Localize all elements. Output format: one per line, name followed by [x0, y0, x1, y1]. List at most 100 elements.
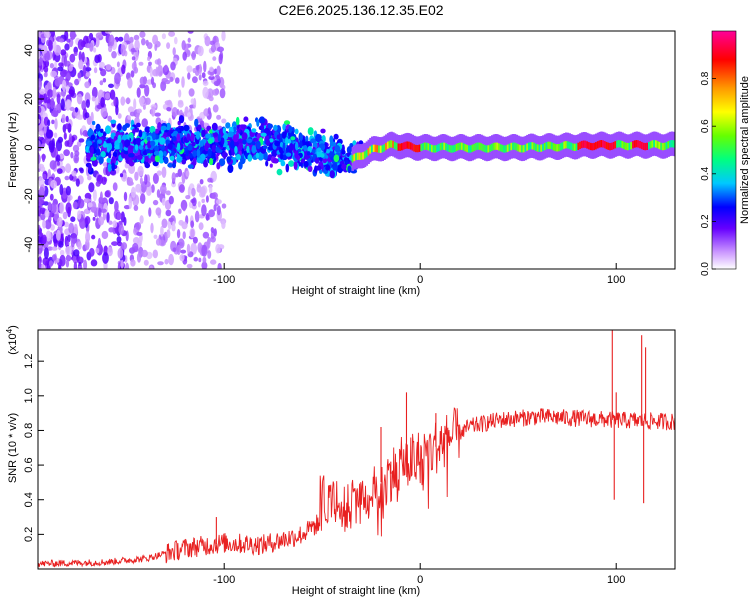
spectrogram-cell — [192, 76, 198, 84]
spectrogram-cell — [176, 244, 181, 255]
spectrogram-cell — [132, 128, 136, 135]
snr-x-label: Height of straight line (km) — [292, 585, 420, 597]
spectrogram-cell — [81, 51, 85, 63]
spectrogram-cell — [632, 141, 635, 149]
spectrogram-cell — [369, 146, 372, 154]
spectrogram-cell — [38, 106, 42, 114]
spectrogram-cell — [108, 83, 114, 89]
spectrogram-cell — [441, 142, 444, 150]
spectrogram-cell — [213, 68, 218, 75]
spectrogram-cell — [64, 123, 70, 130]
spectrogram-cell — [161, 218, 168, 229]
spectrogram-cell — [360, 152, 363, 160]
spectrogram-cell — [64, 140, 70, 147]
spectrogram-cell — [181, 76, 185, 88]
spectrogram-cell — [132, 242, 139, 253]
spectrogram-cell — [192, 150, 198, 157]
spectrogram-cell — [65, 202, 72, 214]
spectrogram-cell — [572, 143, 575, 151]
spectrogram-cell — [85, 72, 91, 77]
y-tick-label: 20 — [23, 93, 35, 105]
spectrogram-cell — [150, 222, 154, 234]
spectrogram-cell — [260, 122, 264, 130]
spectrogram-cell — [528, 142, 531, 150]
spectrogram-cell — [91, 234, 96, 240]
spectrogram-cell — [117, 134, 122, 144]
spectrogram-cell — [303, 145, 308, 152]
spectrogram-cell — [144, 174, 148, 185]
spectrogram-cell — [129, 111, 136, 117]
spectrogram-cell — [172, 135, 177, 142]
spectrogram-cell — [508, 143, 511, 151]
spectrogram-cell — [165, 209, 172, 217]
spectrogram-cell — [210, 227, 215, 233]
spectrogram-cell — [285, 137, 289, 146]
spectrogram-cell — [117, 123, 122, 131]
spectrogram-cell — [245, 138, 253, 144]
spectrogram-cell — [478, 142, 481, 150]
spectrogram-cell — [95, 123, 101, 132]
spectrogram-cell — [241, 132, 248, 141]
spectrogram-cell — [44, 209, 50, 218]
spectrogram-cell — [106, 138, 112, 144]
spectrogram-cell — [212, 56, 217, 61]
spectrogram-cell — [91, 120, 96, 126]
spectrogram-cell — [65, 115, 69, 123]
spectrogram-cell — [124, 139, 131, 148]
spectrogram-cell — [221, 220, 226, 230]
spectrogram-cell — [282, 142, 286, 152]
spectrogram-cell — [175, 77, 180, 84]
spectrogram-cell — [176, 109, 180, 116]
spectrogram-cell — [371, 145, 374, 153]
spectrogram-cell — [341, 149, 346, 155]
spectrogram-cell — [146, 136, 151, 142]
spectrogram-cell — [195, 130, 200, 140]
spectrogram-cell — [135, 137, 142, 146]
spectrogram-cell — [550, 142, 554, 150]
spectrogram-cell — [136, 113, 140, 119]
spectrogram-cell — [91, 96, 96, 102]
spectrogram-cell — [598, 140, 601, 148]
spectrogram-cell — [190, 132, 195, 142]
spectrogram-cell — [111, 156, 116, 161]
spectrogram-cell — [210, 44, 216, 53]
spectrogram-cell — [473, 143, 476, 152]
spectrogram-cell — [38, 36, 41, 46]
spectrogram-cell — [177, 89, 182, 98]
spectrogram-cell — [84, 216, 91, 225]
spectrogram-cell — [63, 221, 69, 228]
spectrogram-cell — [201, 204, 207, 217]
spectrogram-cell — [255, 152, 260, 159]
spectrogram-cell — [83, 198, 91, 203]
spectrogram-cell — [269, 138, 274, 143]
spectrogram-cell — [98, 61, 105, 69]
spectrogram-cell — [167, 131, 171, 136]
spectrogram-cell — [154, 146, 159, 152]
spectrogram-cell — [656, 141, 660, 149]
spectrogram-cell — [112, 151, 118, 158]
spectrogram-cell — [221, 152, 228, 158]
spectrogram-cells — [38, 31, 675, 269]
spectrogram-cell — [501, 144, 504, 153]
spectrogram-cell — [288, 143, 294, 151]
spectrogram-cell — [626, 143, 630, 151]
spectrogram-cell — [174, 36, 178, 45]
spectrogram-cell — [263, 151, 268, 161]
spectrogram-cell — [187, 31, 194, 34]
spectrogram-cell — [176, 229, 181, 239]
spectrogram-cell — [670, 140, 674, 148]
spectrogram-cell — [82, 64, 87, 77]
spectrogram-cell — [63, 132, 67, 140]
spectrogram-cell — [50, 97, 55, 110]
spectrogram-cell — [395, 142, 399, 151]
spectrogram-cell — [38, 224, 41, 230]
spectrogram-cell — [95, 181, 101, 187]
spectrogram-cell — [39, 207, 46, 215]
spectrogram-cell — [141, 38, 146, 46]
spectrogram-cell — [526, 143, 529, 151]
spectrogram-cell — [547, 141, 550, 149]
spectrogram-cell — [153, 234, 158, 239]
spectrogram-cell — [211, 144, 217, 153]
spectrogram-cell — [290, 136, 296, 141]
spectrogram-cell — [44, 31, 51, 39]
